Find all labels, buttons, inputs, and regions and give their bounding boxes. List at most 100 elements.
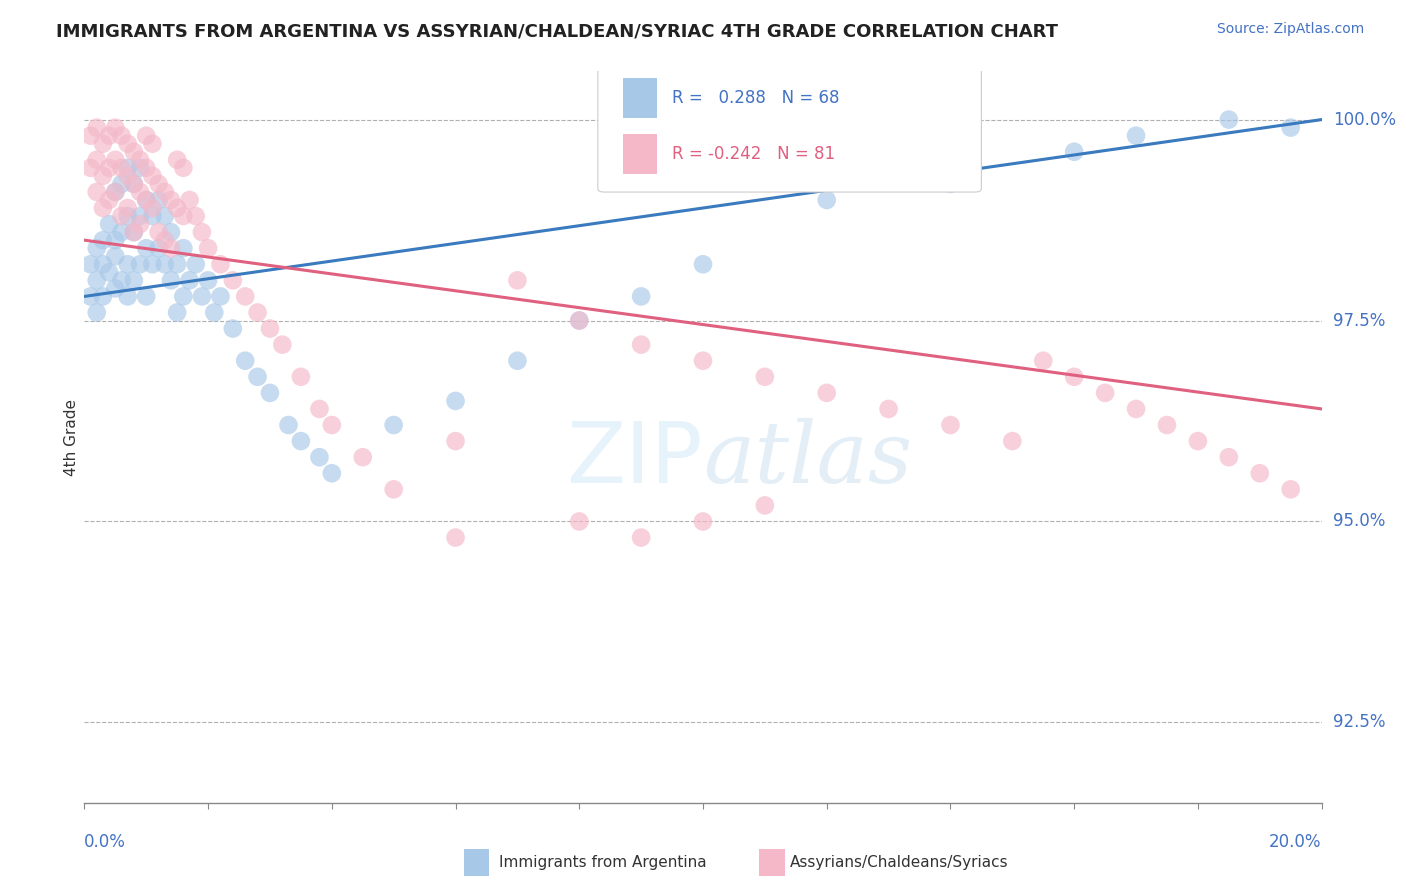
Bar: [623, 78, 657, 118]
Point: [172, 161, 194, 175]
Point: [122, 177, 145, 191]
Point: [104, 233, 127, 247]
Point: [754, 369, 776, 384]
Point: [444, 393, 467, 408]
Point: [135, 193, 157, 207]
Point: [197, 241, 219, 255]
Point: [754, 499, 776, 513]
Point: [117, 257, 139, 271]
Point: [692, 515, 714, 529]
Point: [98, 193, 121, 207]
Text: R =   0.288   N = 68: R = 0.288 N = 68: [672, 89, 839, 107]
Point: [110, 177, 132, 191]
Point: [86, 305, 108, 319]
Point: [110, 273, 132, 287]
Point: [184, 209, 207, 223]
Point: [630, 337, 652, 351]
Point: [135, 289, 157, 303]
Point: [568, 313, 591, 327]
Text: atlas: atlas: [703, 417, 912, 500]
Y-axis label: 4th Grade: 4th Grade: [63, 399, 79, 475]
Point: [939, 177, 962, 191]
Text: 97.5%: 97.5%: [1333, 311, 1385, 329]
Point: [308, 401, 330, 416]
Text: R = -0.242   N = 81: R = -0.242 N = 81: [672, 145, 835, 163]
Point: [110, 161, 132, 175]
Text: 95.0%: 95.0%: [1333, 513, 1385, 531]
Point: [222, 273, 245, 287]
Point: [209, 289, 232, 303]
Point: [290, 369, 312, 384]
Bar: [623, 134, 657, 174]
Point: [148, 177, 170, 191]
Text: IMMIGRANTS FROM ARGENTINA VS ASSYRIAN/CHALDEAN/SYRIAC 4TH GRADE CORRELATION CHAR: IMMIGRANTS FROM ARGENTINA VS ASSYRIAN/CH…: [56, 22, 1059, 40]
Point: [1279, 120, 1302, 135]
Point: [1063, 145, 1085, 159]
Point: [129, 161, 152, 175]
Point: [98, 217, 121, 231]
Point: [160, 225, 183, 239]
Text: Immigrants from Argentina: Immigrants from Argentina: [499, 855, 707, 870]
Point: [122, 273, 145, 287]
Point: [79, 128, 101, 143]
Point: [117, 201, 139, 215]
Point: [117, 209, 139, 223]
Point: [104, 185, 127, 199]
Point: [259, 321, 281, 335]
Point: [117, 169, 139, 183]
Point: [630, 289, 652, 303]
Point: [141, 201, 163, 215]
Point: [153, 209, 176, 223]
Point: [148, 241, 170, 255]
Point: [141, 169, 163, 183]
Point: [86, 241, 108, 255]
Point: [98, 128, 121, 143]
Point: [382, 483, 405, 497]
Point: [135, 161, 157, 175]
Point: [1125, 128, 1147, 143]
Point: [104, 185, 127, 199]
Point: [692, 353, 714, 368]
Point: [86, 153, 108, 167]
Point: [939, 417, 962, 432]
FancyBboxPatch shape: [598, 68, 981, 192]
Point: [104, 153, 127, 167]
Point: [1279, 483, 1302, 497]
Point: [692, 257, 714, 271]
Point: [172, 241, 194, 255]
Text: Assyrians/Chaldeans/Syriacs: Assyrians/Chaldeans/Syriacs: [790, 855, 1008, 870]
Point: [166, 153, 188, 167]
Text: 92.5%: 92.5%: [1333, 714, 1385, 731]
Point: [382, 417, 405, 432]
Point: [209, 257, 232, 271]
Point: [172, 209, 194, 223]
Point: [815, 385, 838, 400]
Point: [568, 313, 591, 327]
Point: [141, 136, 163, 151]
Point: [233, 289, 256, 303]
Point: [104, 120, 127, 135]
Point: [98, 161, 121, 175]
Point: [259, 385, 281, 400]
Point: [1187, 434, 1209, 449]
Point: [135, 128, 157, 143]
Point: [91, 257, 114, 271]
Point: [290, 434, 312, 449]
Text: 100.0%: 100.0%: [1333, 111, 1396, 128]
Point: [117, 136, 139, 151]
Point: [444, 531, 467, 545]
Point: [129, 153, 152, 167]
Point: [122, 225, 145, 239]
Point: [91, 169, 114, 183]
Point: [129, 217, 152, 231]
Point: [166, 257, 188, 271]
Point: [308, 450, 330, 465]
Point: [122, 225, 145, 239]
Point: [197, 273, 219, 287]
Point: [191, 225, 214, 239]
Point: [172, 289, 194, 303]
Point: [86, 273, 108, 287]
Point: [160, 241, 183, 255]
Point: [877, 401, 900, 416]
Point: [153, 233, 176, 247]
